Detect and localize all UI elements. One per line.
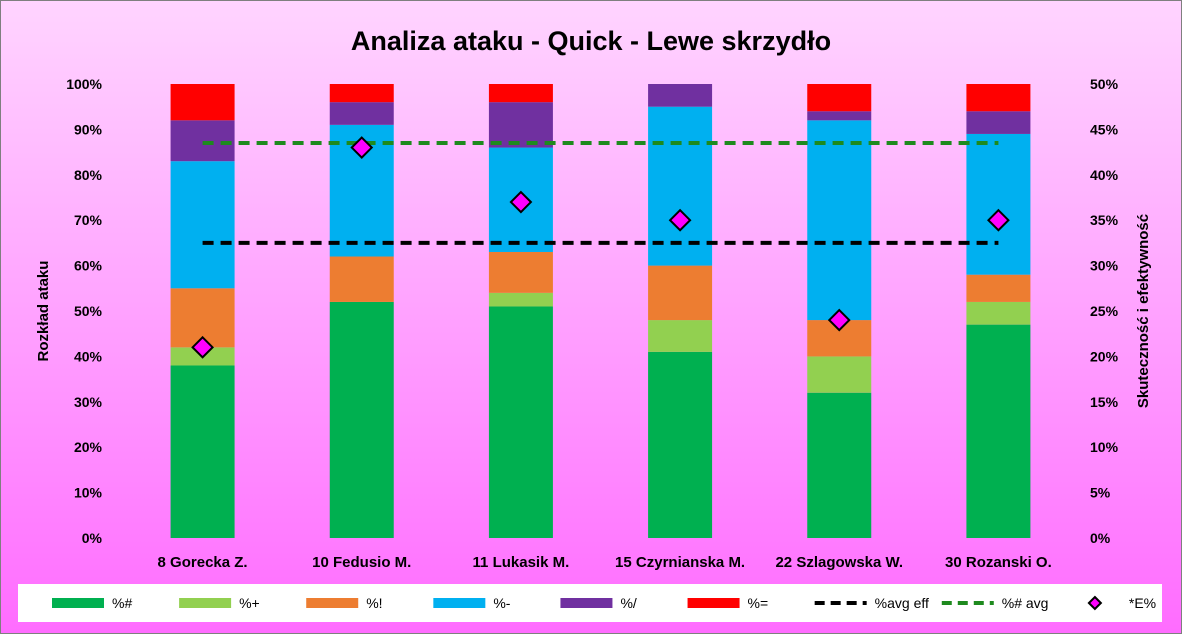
bar-segment [966,84,1031,112]
legend-swatch [306,598,359,608]
legend-swatch [687,598,740,608]
bar-segment [966,111,1031,134]
diamond-marker [350,136,374,159]
bar-segment [648,265,713,321]
bar-segment [488,251,553,293]
bar-segment [648,84,713,107]
category-label: 10 Fedusio M. [312,554,411,571]
y-right-tick-label: 45% [1090,121,1119,137]
category-label: 22 Szlagowska W. [775,554,903,571]
y-right-tick-label: 15% [1090,394,1119,410]
y-right-tick-label: 20% [1090,348,1119,364]
y-left-tick-label: 30% [74,394,103,410]
y-axis-right-title: Skuteczność i efektywność [1135,214,1152,408]
bar-segment [329,256,394,302]
y-left-tick-label: 60% [74,258,103,274]
y-right-tick-label: 35% [1090,212,1119,228]
bar-segment [170,84,235,121]
legend-swatch [1087,595,1103,611]
category-label: 8 Gorecka Z. [158,554,248,571]
legend-label: %+ [239,595,260,611]
legend-swatch [560,598,613,608]
y-right-tick-label: 25% [1090,303,1119,319]
y-right-tick-label: 30% [1090,258,1119,274]
bar-segment [807,120,872,321]
y-axis-left-title: Rozkład ataku [35,261,52,362]
bar-segment [807,84,872,112]
y-left-tick-label: 20% [74,439,103,455]
y-right-tick-label: 40% [1090,167,1119,183]
legend-label: %- [493,595,510,611]
bar-segment [807,392,872,538]
diamond-marker [509,190,533,214]
y-left-tick-label: 70% [74,212,103,228]
legend-label: %= [748,595,769,611]
category-label: 15 Czyrnianska M. [615,554,745,571]
y-left-tick-label: 40% [74,348,103,364]
bar-segment [807,111,872,121]
bar-segment [488,84,553,103]
legend-label: %/ [620,595,636,611]
bar-segment [648,351,713,538]
y-right-tick-label: 50% [1090,76,1119,92]
bar-segment [488,102,553,148]
bar-segment [488,306,553,538]
bar-segment [966,133,1031,275]
bar-segment [966,274,1031,302]
legend-label: %avg eff [875,595,929,611]
category-label: 30 Rozanski O. [945,554,1052,571]
bar-segment [170,161,235,289]
legend-swatch [52,598,104,608]
y-left-tick-label: 80% [74,167,103,183]
legend-label: *E% [1129,595,1156,611]
legend-swatch [179,598,232,608]
category-label: 11 Lukasik M. [473,554,570,571]
bar-segment [329,301,394,538]
bar-segment [966,301,1031,325]
bar-segment [648,106,713,266]
diamond-marker [827,308,851,332]
plot-area: 0% 10% 20% 30% 40% 50% 60% 70% 80% 90% 100% 0% 5% 10%… [66,76,1118,571]
bar-segment [807,356,872,393]
diamond-marker [191,335,214,359]
y-right-tick-label: 5% [1090,485,1111,501]
legend-label: %! [366,595,382,611]
bar-segment [329,102,394,125]
bar-segment [488,292,553,307]
y-left-tick-label: 90% [74,121,103,137]
legend-label: %# avg [1002,595,1049,611]
chart-title: Analiza ataku - Quick - Lewe skrzydło [351,26,831,56]
legend-label: %# [112,595,132,611]
y-left-tick-label: 10% [74,485,103,501]
bar-segment [170,120,235,162]
bar-segment [329,84,394,103]
diamond-marker [668,208,692,232]
y-right-tick-label: 10% [1090,439,1119,455]
bar-segment [648,320,713,352]
legend: %# %+%! %- %/ %= %avg eff %# avg *E% [52,595,1156,611]
y-left-tick-label: 50% [74,303,103,319]
y-right-tick-label: 0% [1090,530,1111,546]
diamond-marker [987,208,1010,232]
legend-swatch [433,598,486,608]
bar-segment [170,365,235,538]
bar-segment [966,324,1031,538]
y-left-tick-label: 100% [66,76,102,92]
y-left-tick-label: 0% [82,530,103,546]
